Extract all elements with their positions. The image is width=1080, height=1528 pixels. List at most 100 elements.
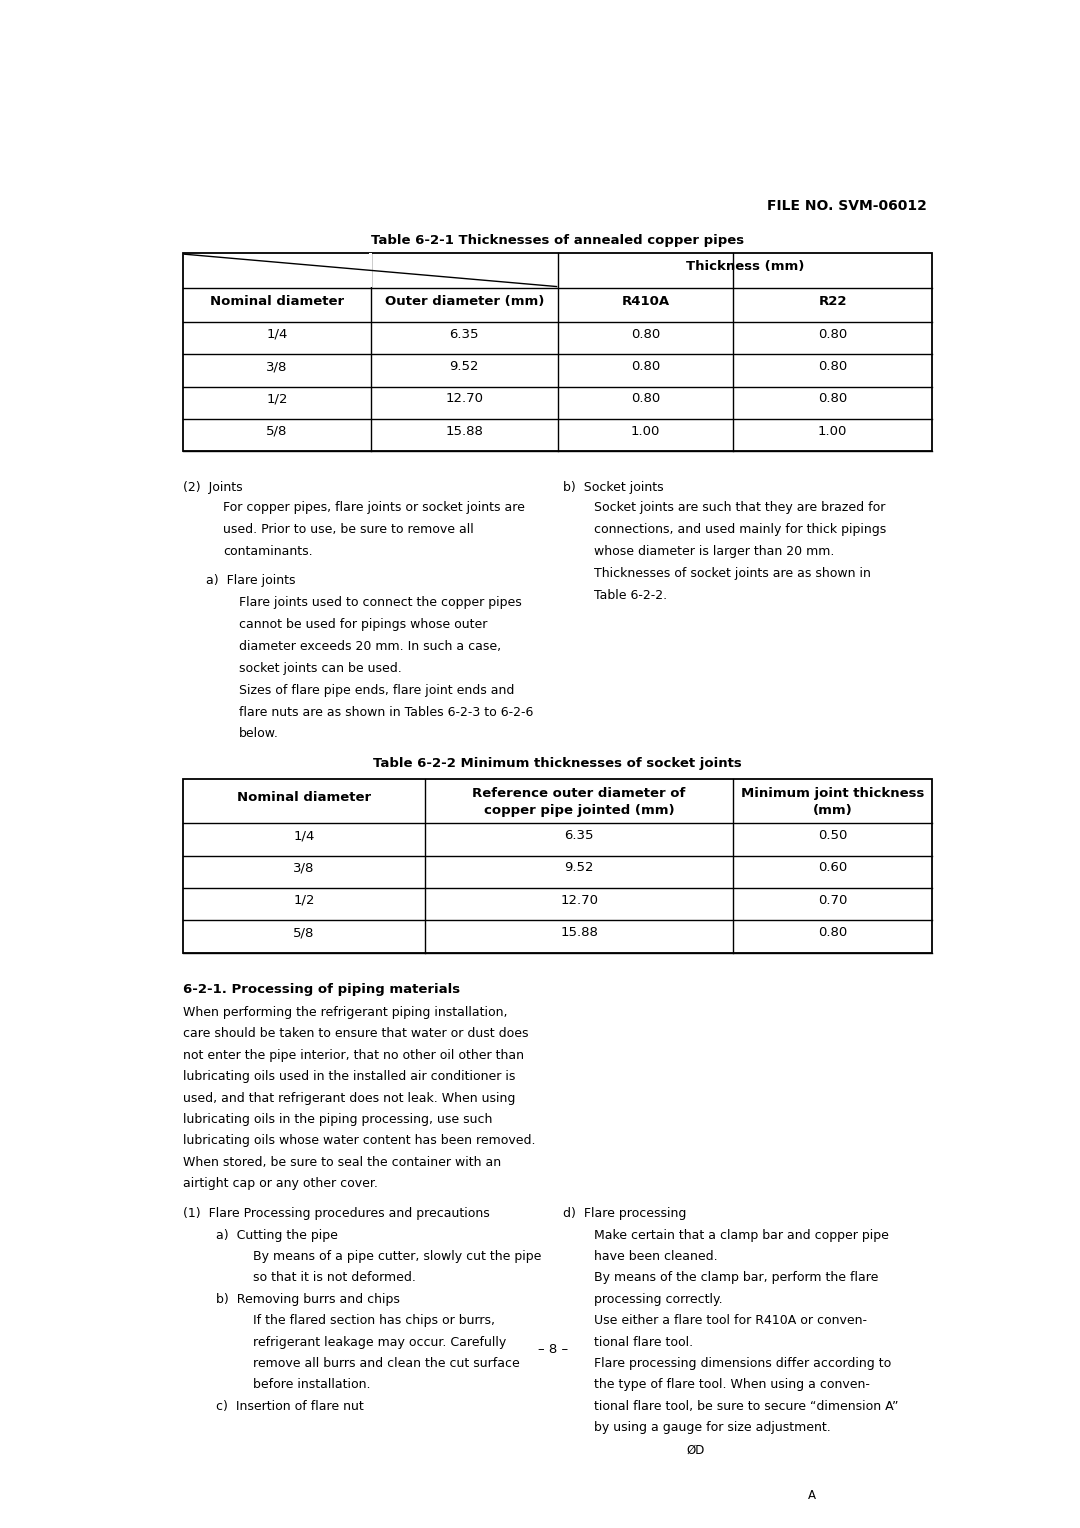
Text: 15.88: 15.88: [561, 926, 598, 940]
Text: (mm): (mm): [812, 804, 852, 817]
Bar: [183, 779, 932, 952]
Text: a)  Cutting the pipe: a) Cutting the pipe: [216, 1229, 337, 1242]
Bar: [369, 254, 373, 287]
Text: 6.35: 6.35: [565, 830, 594, 842]
Text: Thickness (mm): Thickness (mm): [686, 260, 805, 274]
Text: 1/2: 1/2: [266, 393, 287, 405]
Text: If the flared section has chips or burrs,: If the flared section has chips or burrs…: [253, 1314, 495, 1328]
Text: connections, and used mainly for thick pipings: connections, and used mainly for thick p…: [594, 524, 886, 536]
Text: have been cleaned.: have been cleaned.: [594, 1250, 717, 1264]
Text: Nominal diameter: Nominal diameter: [237, 790, 372, 804]
Text: refrigerant leakage may occur. Carefully: refrigerant leakage may occur. Carefully: [253, 1335, 507, 1349]
Text: a)  Flare joints: a) Flare joints: [206, 575, 296, 587]
Text: cannot be used for pipings whose outer: cannot be used for pipings whose outer: [239, 617, 487, 631]
Text: 12.70: 12.70: [445, 393, 484, 405]
Text: Socket joints are such that they are brazed for: Socket joints are such that they are bra…: [594, 501, 886, 515]
Bar: [677, 1473, 683, 1523]
Text: Nominal diameter: Nominal diameter: [210, 295, 343, 307]
Text: Thicknesses of socket joints are as shown in: Thicknesses of socket joints are as show…: [594, 567, 870, 581]
Text: socket joints can be used.: socket joints can be used.: [239, 662, 402, 675]
Text: R22: R22: [819, 295, 847, 307]
Text: 9.52: 9.52: [565, 862, 594, 874]
Text: 0.80: 0.80: [631, 393, 660, 405]
Text: remove all burrs and clean the cut surface: remove all burrs and clean the cut surfa…: [253, 1357, 519, 1371]
Text: When stored, be sure to seal the container with an: When stored, be sure to seal the contain…: [183, 1155, 501, 1169]
Text: 5/8: 5/8: [266, 425, 287, 439]
Bar: [183, 252, 932, 451]
Text: whose diameter is larger than 20 mm.: whose diameter is larger than 20 mm.: [594, 545, 834, 558]
Text: ØD: ØD: [687, 1444, 705, 1458]
Text: before installation.: before installation.: [253, 1378, 370, 1392]
Text: 0.80: 0.80: [818, 329, 847, 341]
Text: Flare processing dimensions differ according to: Flare processing dimensions differ accor…: [594, 1357, 891, 1371]
Text: below.: below.: [239, 727, 279, 741]
Text: For copper pipes, flare joints or socket joints are: For copper pipes, flare joints or socket…: [224, 501, 525, 515]
Text: Use either a flare tool for R410A or conven-: Use either a flare tool for R410A or con…: [594, 1314, 867, 1328]
Text: 9.52: 9.52: [449, 361, 480, 373]
Text: 0.50: 0.50: [818, 830, 847, 842]
Text: lubricating oils in the piping processing, use such: lubricating oils in the piping processin…: [183, 1112, 492, 1126]
Text: 0.80: 0.80: [818, 393, 847, 405]
Text: 0.60: 0.60: [818, 862, 847, 874]
Text: Table 6-2-1 Thicknesses of annealed copper pipes: Table 6-2-1 Thicknesses of annealed copp…: [370, 234, 744, 248]
Text: 0.80: 0.80: [818, 361, 847, 373]
Bar: [719, 1473, 724, 1523]
Text: Table 6-2-2 Minimum thicknesses of socket joints: Table 6-2-2 Minimum thicknesses of socke…: [373, 756, 742, 770]
Text: used, and that refrigerant does not leak. When using: used, and that refrigerant does not leak…: [183, 1091, 515, 1105]
Text: lubricating oils whose water content has been removed.: lubricating oils whose water content has…: [183, 1134, 536, 1148]
Text: c)  Insertion of flare nut: c) Insertion of flare nut: [216, 1400, 363, 1413]
Text: the type of flare tool. When using a conven-: the type of flare tool. When using a con…: [594, 1378, 869, 1392]
Text: 5/8: 5/8: [294, 926, 314, 940]
Text: Flare joints used to connect the copper pipes: Flare joints used to connect the copper …: [239, 596, 522, 608]
Text: Reference outer diameter of: Reference outer diameter of: [472, 787, 686, 799]
Text: flare nuts are as shown in Tables 6-2-3 to 6-2-6: flare nuts are as shown in Tables 6-2-3 …: [239, 706, 534, 718]
Text: 0.70: 0.70: [818, 894, 847, 906]
Text: care should be taken to ensure that water or dust does: care should be taken to ensure that wate…: [183, 1027, 528, 1041]
Text: Outer diameter (mm): Outer diameter (mm): [384, 295, 544, 307]
Bar: [724, 1473, 786, 1523]
Text: b)  Socket joints: b) Socket joints: [563, 481, 663, 494]
Text: (2)  Joints: (2) Joints: [183, 481, 243, 494]
Text: 3/8: 3/8: [266, 361, 287, 373]
Text: 12.70: 12.70: [561, 894, 598, 906]
Text: Make certain that a clamp bar and copper pipe: Make certain that a clamp bar and copper…: [594, 1229, 889, 1242]
Text: By means of a pipe cutter, slowly cut the pipe: By means of a pipe cutter, slowly cut th…: [253, 1250, 541, 1264]
Text: 15.88: 15.88: [445, 425, 484, 439]
Text: (1)  Flare Processing procedures and precautions: (1) Flare Processing procedures and prec…: [183, 1207, 490, 1221]
Text: 1/2: 1/2: [293, 894, 314, 906]
Text: 6-2-1. Processing of piping materials: 6-2-1. Processing of piping materials: [183, 984, 460, 996]
Text: so that it is not deformed.: so that it is not deformed.: [253, 1271, 416, 1285]
Text: processing correctly.: processing correctly.: [594, 1293, 723, 1306]
Text: lubricating oils used in the installed air conditioner is: lubricating oils used in the installed a…: [183, 1070, 515, 1083]
Text: Minimum joint thickness: Minimum joint thickness: [741, 787, 924, 799]
Text: by using a gauge for size adjustment.: by using a gauge for size adjustment.: [594, 1421, 831, 1435]
Text: Table 6-2-2.: Table 6-2-2.: [594, 590, 667, 602]
Text: FILE NO. SVM-06012: FILE NO. SVM-06012: [767, 199, 927, 212]
Text: copper pipe jointed (mm): copper pipe jointed (mm): [484, 804, 674, 817]
Text: d)  Flare processing: d) Flare processing: [563, 1207, 686, 1221]
Text: – 8 –: – 8 –: [539, 1343, 568, 1355]
Text: 1.00: 1.00: [818, 425, 847, 439]
Text: When performing the refrigerant piping installation,: When performing the refrigerant piping i…: [183, 1005, 508, 1019]
Text: 1/4: 1/4: [294, 830, 314, 842]
Text: A: A: [808, 1488, 815, 1502]
Text: By means of the clamp bar, perform the flare: By means of the clamp bar, perform the f…: [594, 1271, 878, 1285]
Text: diameter exceeds 20 mm. In such a case,: diameter exceeds 20 mm. In such a case,: [239, 640, 501, 652]
Text: 1/4: 1/4: [266, 329, 287, 341]
Bar: [616, 1473, 677, 1523]
Text: b)  Removing burrs and chips: b) Removing burrs and chips: [216, 1293, 400, 1306]
Text: 0.80: 0.80: [631, 361, 660, 373]
Text: airtight cap or any other cover.: airtight cap or any other cover.: [183, 1177, 378, 1190]
Text: 3/8: 3/8: [294, 862, 314, 874]
Text: tional flare tool.: tional flare tool.: [594, 1335, 693, 1349]
Text: 6.35: 6.35: [449, 329, 480, 341]
Text: tional flare tool, be sure to secure “dimension A”: tional flare tool, be sure to secure “di…: [594, 1400, 899, 1413]
Text: used. Prior to use, be sure to remove all: used. Prior to use, be sure to remove al…: [224, 524, 474, 536]
Text: 0.80: 0.80: [818, 926, 847, 940]
Text: 0.80: 0.80: [631, 329, 660, 341]
Text: contaminants.: contaminants.: [224, 545, 313, 558]
Text: Sizes of flare pipe ends, flare joint ends and: Sizes of flare pipe ends, flare joint en…: [239, 683, 514, 697]
Text: 1.00: 1.00: [631, 425, 660, 439]
Text: not enter the pipe interior, that no other oil other than: not enter the pipe interior, that no oth…: [183, 1048, 524, 1062]
Text: R410A: R410A: [622, 295, 670, 307]
